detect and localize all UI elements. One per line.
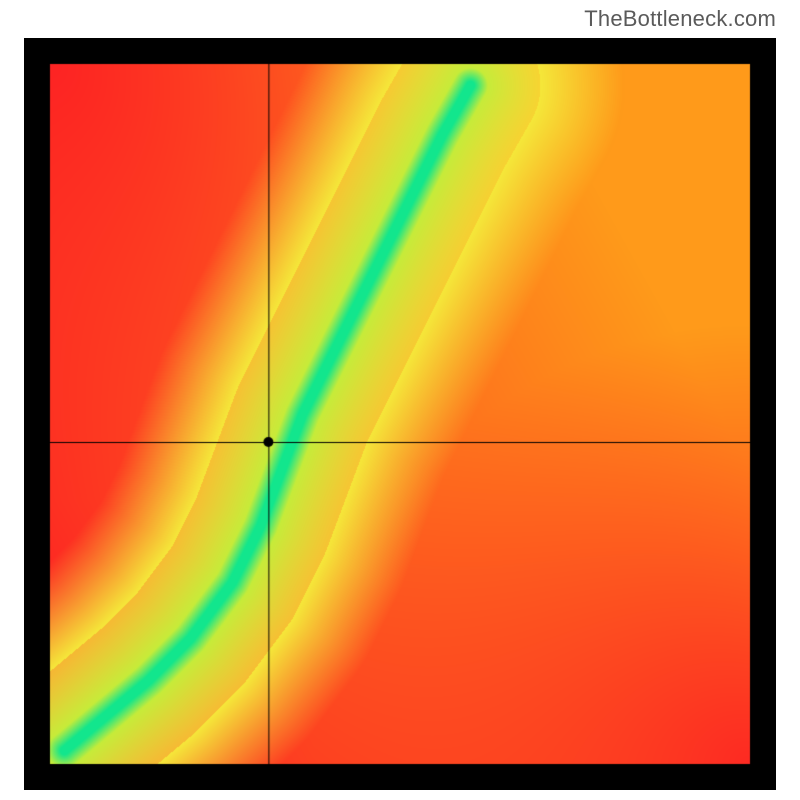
heatmap-canvas — [24, 38, 776, 790]
chart-frame — [24, 38, 776, 790]
watermark-text: TheBottleneck.com — [584, 6, 776, 32]
